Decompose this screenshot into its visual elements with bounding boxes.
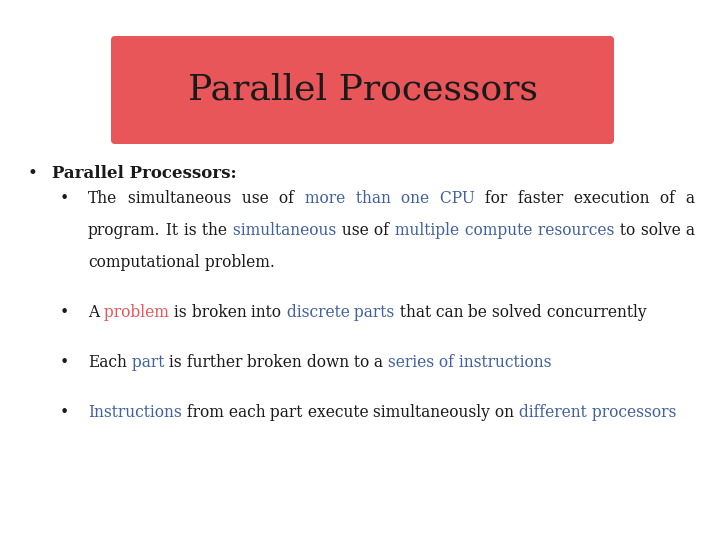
Text: Each: Each <box>88 354 127 371</box>
Text: instructions: instructions <box>454 354 552 371</box>
Text: processors: processors <box>587 404 676 421</box>
Text: Instructions: Instructions <box>88 404 181 421</box>
Text: part: part <box>265 404 302 421</box>
Text: simultaneous: simultaneous <box>228 222 336 239</box>
Text: of: of <box>434 354 454 371</box>
Text: solve: solve <box>636 222 680 239</box>
Text: of: of <box>655 190 675 207</box>
Text: can: can <box>431 304 463 321</box>
Text: one: one <box>396 190 429 207</box>
Text: CPU: CPU <box>435 190 475 207</box>
Text: simultaneously: simultaneously <box>368 404 490 421</box>
Text: the: the <box>197 222 227 239</box>
Text: a: a <box>369 354 383 371</box>
Text: is: is <box>169 304 186 321</box>
Text: Parallel Processors:: Parallel Processors: <box>52 165 237 182</box>
Text: •: • <box>60 354 69 371</box>
Text: different: different <box>514 404 587 421</box>
Text: •: • <box>60 304 69 321</box>
Text: of: of <box>274 190 294 207</box>
Text: into: into <box>246 304 282 321</box>
Text: execution: execution <box>570 190 650 207</box>
FancyBboxPatch shape <box>111 36 614 144</box>
Text: execute: execute <box>302 404 368 421</box>
Text: •: • <box>28 165 38 182</box>
Text: parts: parts <box>349 304 395 321</box>
Text: faster: faster <box>513 190 564 207</box>
Text: series: series <box>383 354 434 371</box>
Text: compute: compute <box>459 222 532 239</box>
Text: broken: broken <box>242 354 302 371</box>
Text: use: use <box>237 190 269 207</box>
Text: •: • <box>60 190 69 207</box>
Text: on: on <box>490 404 514 421</box>
Text: a: a <box>681 222 695 239</box>
Text: computational: computational <box>88 254 199 271</box>
Text: to: to <box>349 354 369 371</box>
Text: •: • <box>60 404 69 421</box>
Text: A: A <box>88 304 99 321</box>
Text: more: more <box>300 190 345 207</box>
Text: is: is <box>164 354 182 371</box>
Text: of: of <box>369 222 389 239</box>
Text: It: It <box>161 222 178 239</box>
Text: be: be <box>463 304 487 321</box>
Text: down: down <box>302 354 349 371</box>
Text: each: each <box>224 404 265 421</box>
Text: Parallel Processors: Parallel Processors <box>187 73 538 107</box>
Text: for: for <box>480 190 508 207</box>
Text: solved: solved <box>487 304 541 321</box>
Text: than: than <box>351 190 390 207</box>
Text: The: The <box>88 190 117 207</box>
Text: problem.: problem. <box>199 254 274 271</box>
Text: further: further <box>182 354 242 371</box>
Text: concurrently: concurrently <box>541 304 647 321</box>
Text: multiple: multiple <box>390 222 459 239</box>
Text: use: use <box>337 222 369 239</box>
Text: is: is <box>179 222 197 239</box>
Text: from: from <box>181 404 224 421</box>
Text: resources: resources <box>533 222 614 239</box>
Text: a: a <box>681 190 695 207</box>
Text: problem: problem <box>99 304 169 321</box>
Text: that: that <box>395 304 431 321</box>
Text: discrete: discrete <box>282 304 349 321</box>
Text: part: part <box>127 354 164 371</box>
Text: simultaneous: simultaneous <box>123 190 231 207</box>
Text: to: to <box>615 222 635 239</box>
Text: broken: broken <box>186 304 246 321</box>
Text: program.: program. <box>88 222 161 239</box>
